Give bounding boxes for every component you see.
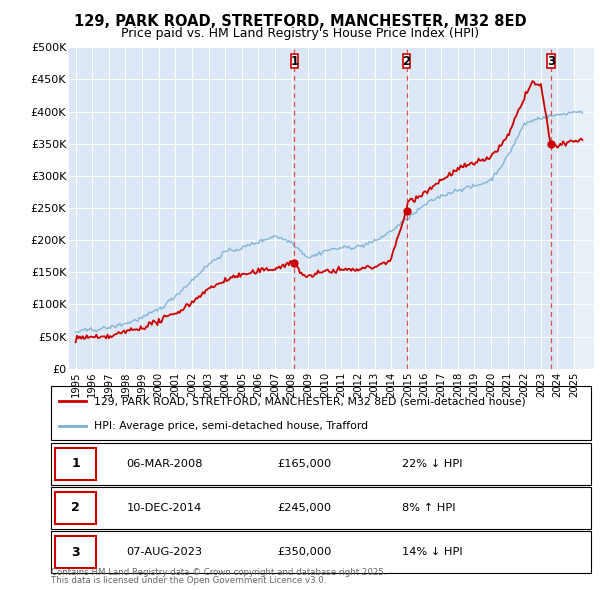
FancyBboxPatch shape	[547, 54, 554, 68]
Text: 2: 2	[71, 502, 80, 514]
Text: £245,000: £245,000	[278, 503, 332, 513]
Text: 07-AUG-2023: 07-AUG-2023	[127, 548, 203, 557]
FancyBboxPatch shape	[403, 54, 410, 68]
Text: 3: 3	[71, 546, 80, 559]
Text: 1: 1	[290, 55, 299, 68]
FancyBboxPatch shape	[55, 448, 96, 480]
Text: 8% ↑ HPI: 8% ↑ HPI	[402, 503, 455, 513]
FancyBboxPatch shape	[55, 536, 96, 568]
Text: HPI: Average price, semi-detached house, Trafford: HPI: Average price, semi-detached house,…	[94, 421, 368, 431]
FancyBboxPatch shape	[291, 54, 298, 68]
Text: 3: 3	[547, 55, 555, 68]
Text: 06-MAR-2008: 06-MAR-2008	[127, 459, 203, 468]
Text: 1: 1	[71, 457, 80, 470]
FancyBboxPatch shape	[51, 487, 591, 529]
Bar	[574, 47, 599, 369]
Text: This data is licensed under the Open Government Licence v3.0.: This data is licensed under the Open Gov…	[51, 576, 326, 585]
Text: 22% ↓ HPI: 22% ↓ HPI	[402, 459, 463, 468]
Text: 2: 2	[403, 55, 410, 68]
Text: £350,000: £350,000	[278, 548, 332, 557]
Text: 10-DEC-2014: 10-DEC-2014	[127, 503, 202, 513]
FancyBboxPatch shape	[55, 492, 96, 524]
Text: 14% ↓ HPI: 14% ↓ HPI	[402, 548, 463, 557]
Text: 129, PARK ROAD, STRETFORD, MANCHESTER, M32 8ED: 129, PARK ROAD, STRETFORD, MANCHESTER, M…	[74, 14, 526, 28]
Text: Price paid vs. HM Land Registry's House Price Index (HPI): Price paid vs. HM Land Registry's House …	[121, 27, 479, 40]
Text: 129, PARK ROAD, STRETFORD, MANCHESTER, M32 8ED (semi-detached house): 129, PARK ROAD, STRETFORD, MANCHESTER, M…	[94, 396, 526, 407]
Text: Contains HM Land Registry data © Crown copyright and database right 2025.: Contains HM Land Registry data © Crown c…	[51, 568, 386, 577]
FancyBboxPatch shape	[51, 531, 591, 573]
FancyBboxPatch shape	[51, 442, 591, 485]
Text: £165,000: £165,000	[278, 459, 332, 468]
